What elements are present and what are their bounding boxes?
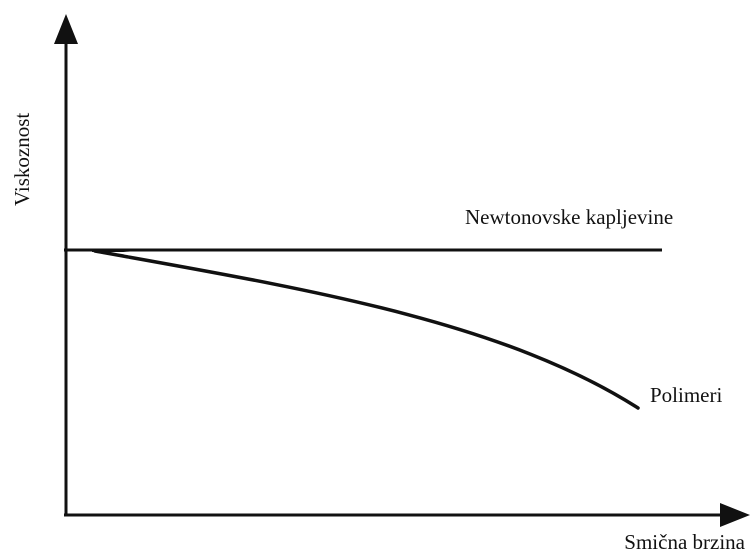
x-axis-arrow — [720, 503, 750, 527]
curve-label: Polimeri — [650, 383, 722, 407]
polymer-curve — [93, 249, 640, 410]
curve-label: Newtonovske kapljevine — [465, 205, 673, 229]
x-axis-label: Smična brzina — [624, 530, 745, 554]
y-axis-arrow — [54, 14, 78, 44]
y-axis-label: Viskoznost — [10, 113, 34, 206]
